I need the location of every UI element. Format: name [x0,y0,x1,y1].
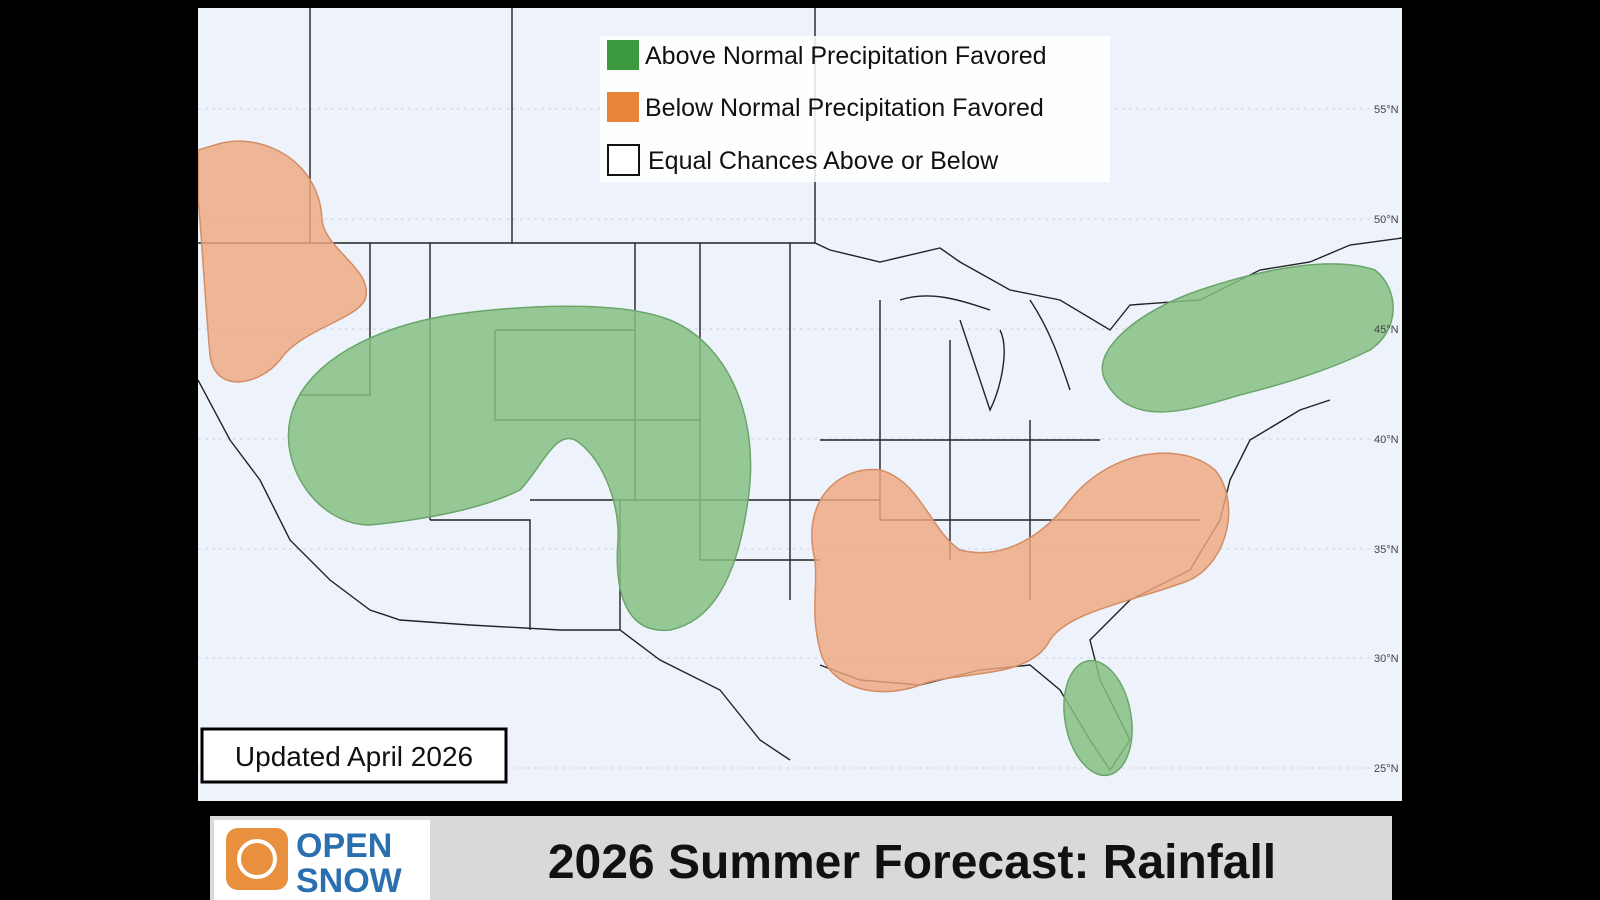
latitude-label: 25°N [1374,763,1399,775]
latitude-labels: 55°N 50°N 45°N 40°N 35°N 30°N 25°N [1374,104,1399,775]
latitude-label: 50°N [1374,214,1399,226]
updated-frame [200,727,508,784]
logo-icon-mark [237,839,277,879]
latitude-label: 35°N [1374,544,1399,556]
legend-swatch [607,40,639,70]
below-normal-region [198,140,368,383]
coastline-border [198,379,791,761]
latitude-label: 40°N [1374,434,1399,446]
logo-text: OPEN [296,827,392,865]
legend-label: Below Normal Precipitation Favored [645,94,1044,122]
latitude-label: 55°N [1374,104,1399,116]
updated-label: Updated April 2026 [235,741,473,772]
banner-title: 2026 Summer Forecast: Rainfall [548,836,1276,889]
legend-swatch [607,92,639,122]
latitude-label: 45°N [1374,324,1399,336]
legend-label: Above Normal Precipitation Favored [645,42,1047,70]
below-normal-region [811,452,1230,693]
lake-outline [899,295,1071,412]
legend-label: Equal Chances Above or Below [648,147,999,175]
map: 55°N 50°N 45°N 40°N 35°N 30°N 25°N Above… [198,8,1402,801]
banner: OPEN SNOW 2026 Summer Forecast: Rainfall [210,816,1392,900]
country-border [198,237,1402,331]
legend-background [600,36,1110,182]
above-normal-region [1063,659,1133,777]
logo-text: SNOW [296,862,403,900]
updated-box: Updated April 2026 [200,727,508,784]
legend: Above Normal Precipitation Favored Below… [600,36,1110,182]
above-normal-region [287,305,752,631]
latitude-label: 30°N [1374,653,1399,665]
logo-icon [226,828,288,890]
forecast-regions [198,140,1394,777]
legend-swatch [607,144,640,176]
above-normal-region [1101,263,1394,413]
